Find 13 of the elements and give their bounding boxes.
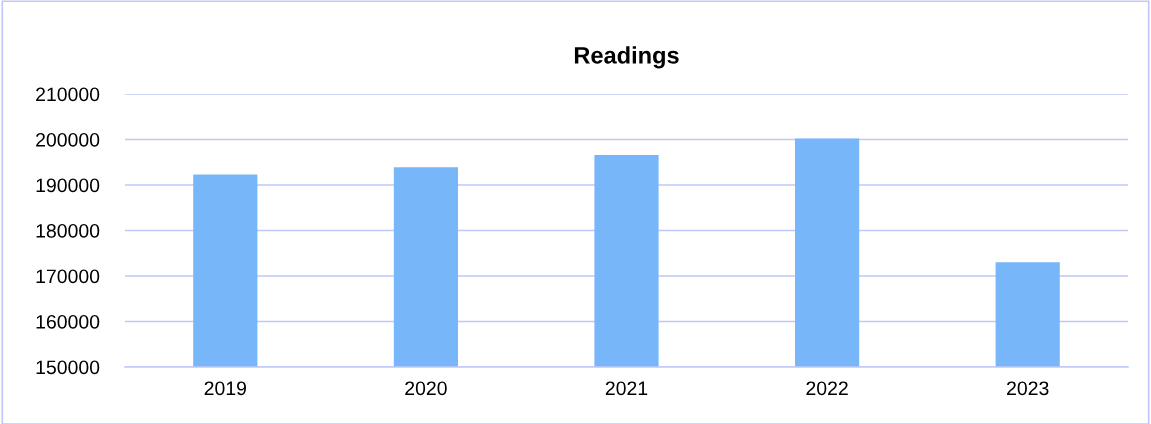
- y-tick-label: 180000: [36, 223, 100, 238]
- y-tick-label: 170000: [36, 269, 100, 284]
- x-tick-label: 2019: [204, 381, 247, 396]
- y-tick-label: 150000: [36, 360, 100, 375]
- y-tick-label: 210000: [36, 87, 100, 102]
- x-tick-label: 2022: [806, 381, 848, 396]
- x-tick-label: 2021: [605, 381, 648, 396]
- x-tick-label: 2020: [405, 381, 447, 396]
- chart-title: Readings: [574, 46, 679, 69]
- y-tick-label: 200000: [36, 132, 100, 147]
- y-tick-label: 160000: [36, 314, 100, 329]
- x-tick-label: 2023: [1007, 381, 1049, 396]
- y-tick-label: 190000: [36, 178, 100, 193]
